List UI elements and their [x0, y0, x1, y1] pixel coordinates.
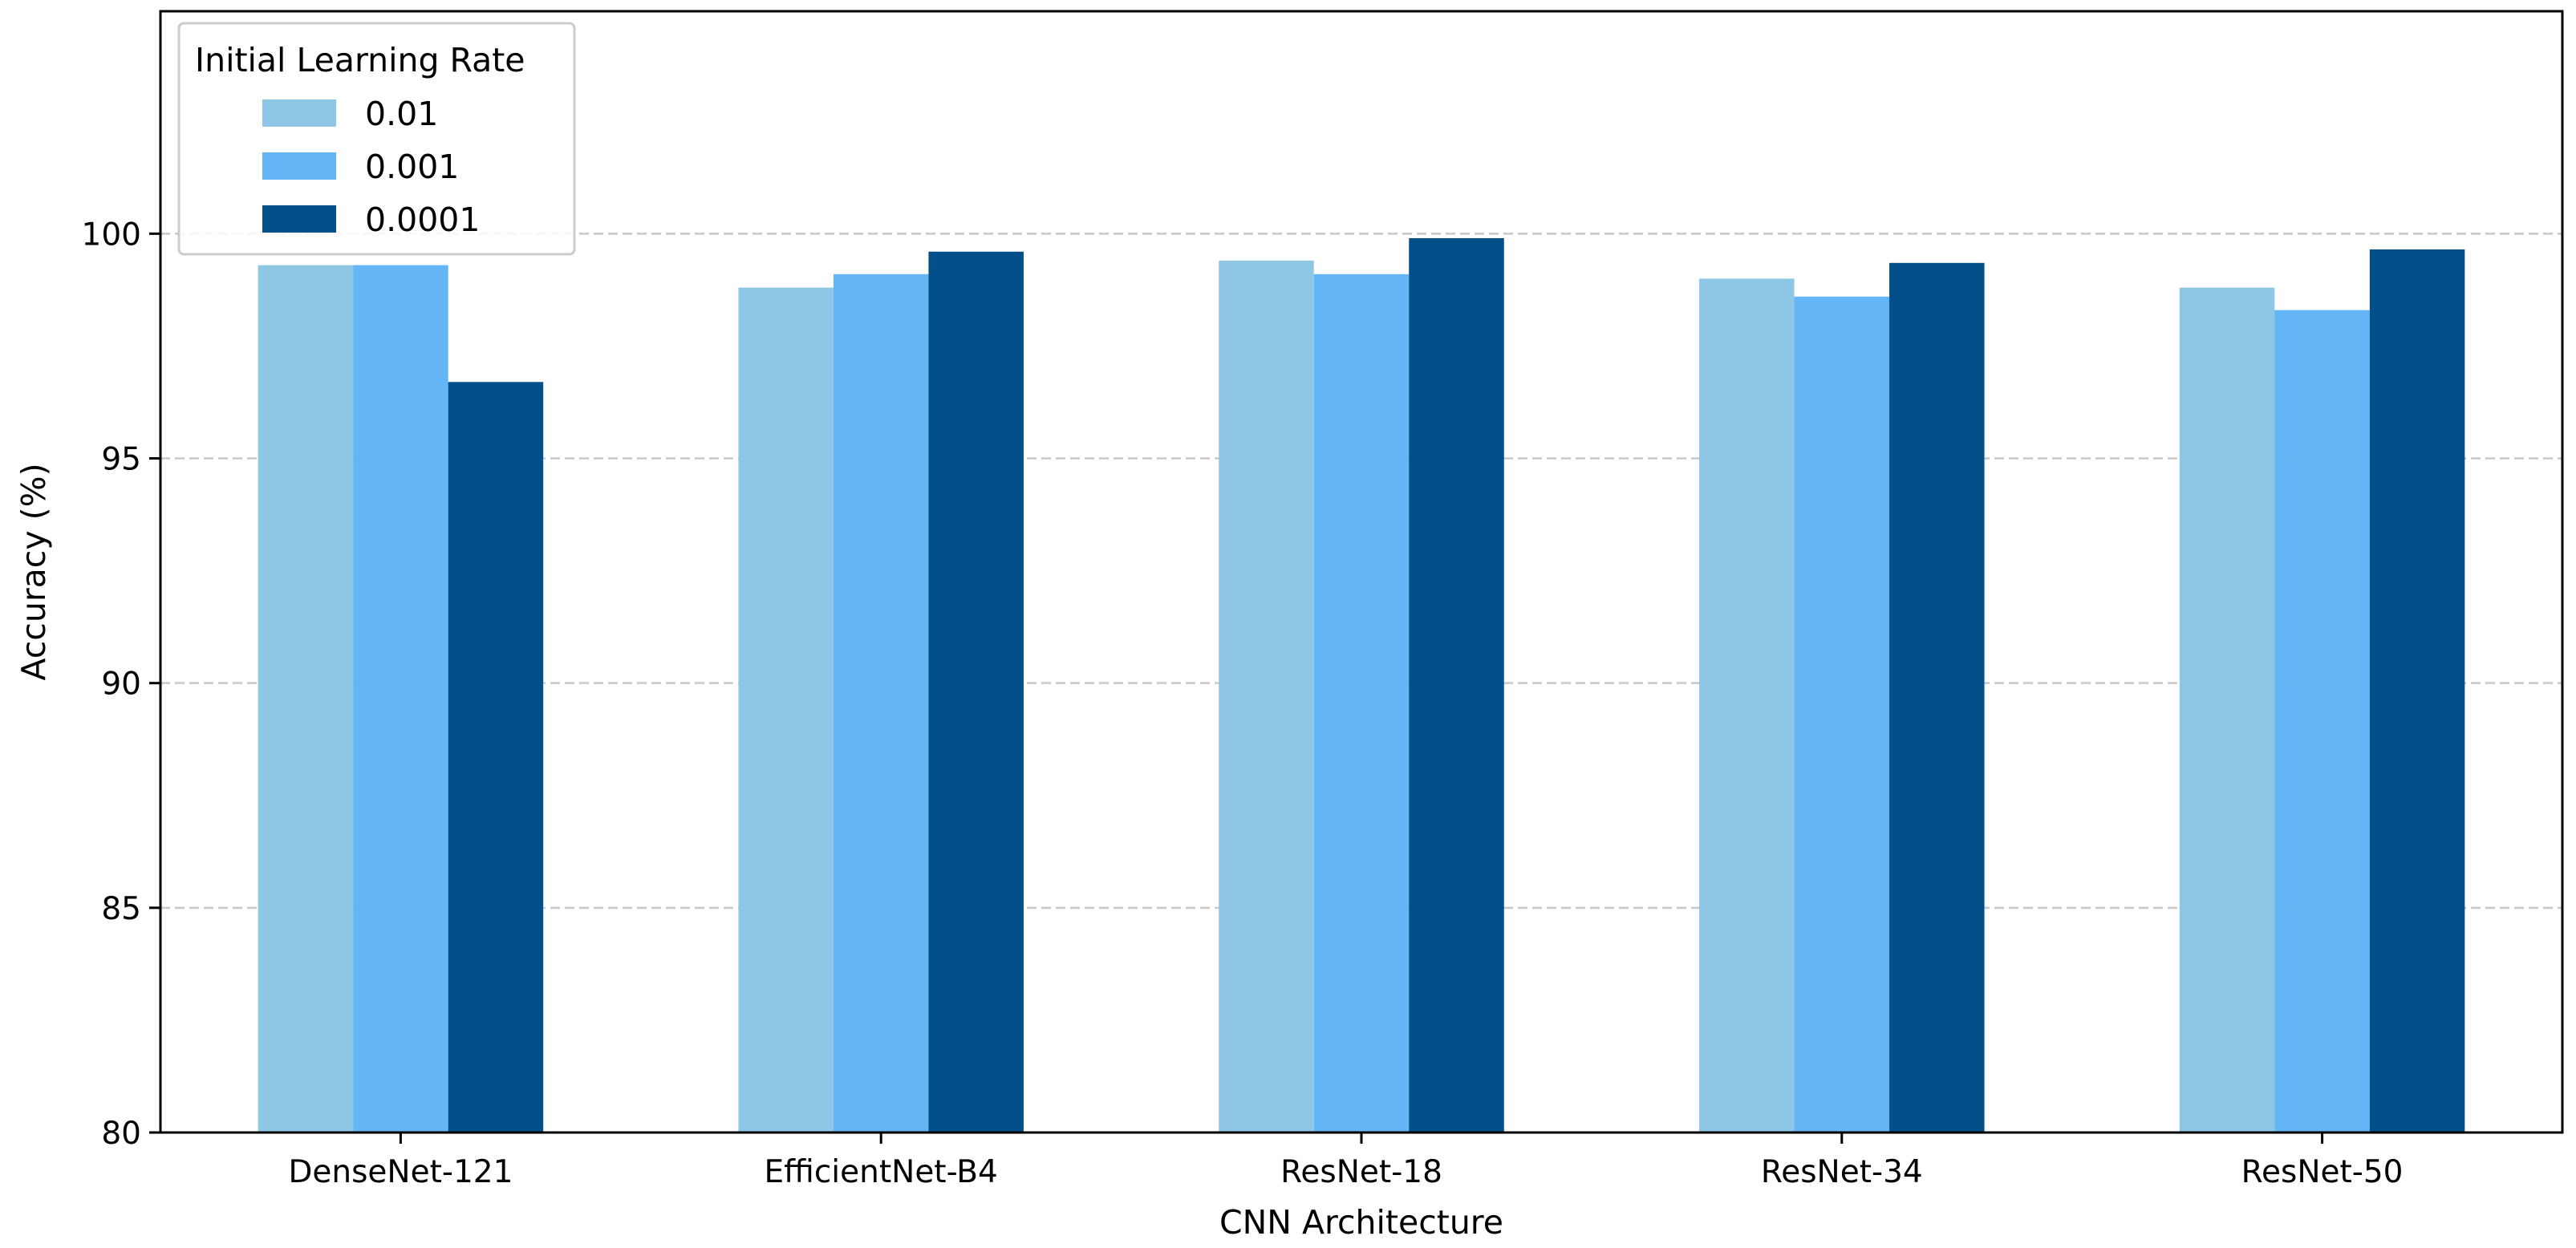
bar-resnet-18-0.001	[1313, 274, 1410, 1133]
legend-box	[177, 22, 576, 256]
legend: Initial Learning Rate 0.01 0.001 0.0001	[177, 22, 576, 256]
bar-efficientnet-b4-0.0001	[928, 251, 1024, 1133]
y-axis: 80 85 90 95 100	[82, 217, 160, 1152]
bar-densenet-121-0.001	[353, 265, 448, 1133]
legend-swatch-0.01	[262, 99, 336, 127]
legend-label-0.0001: 0.0001	[365, 201, 480, 239]
legend-swatch-0.001	[262, 152, 336, 180]
legend-title: Initial Learning Rate	[195, 41, 525, 79]
x-tick-label: ResNet-50	[2241, 1154, 2404, 1190]
x-axis-title: CNN Architecture	[1219, 1203, 1503, 1242]
y-tick-label: 85	[101, 891, 141, 927]
bar-resnet-18-0.0001	[1409, 237, 1504, 1133]
bar-densenet-121-0.01	[258, 265, 354, 1133]
bars	[258, 237, 2465, 1133]
bar-efficientnet-b4-0.01	[738, 287, 834, 1133]
y-tick-label: 80	[101, 1116, 141, 1152]
bar-resnet-50-0.001	[2274, 310, 2370, 1133]
bar-resnet-34-0.01	[1699, 278, 1795, 1133]
bar-resnet-18-0.01	[1219, 260, 1314, 1133]
bar-resnet-50-0.0001	[2369, 249, 2465, 1133]
legend-swatch-0.0001	[262, 205, 336, 233]
x-tick-label: ResNet-34	[1761, 1154, 1923, 1190]
y-tick-label: 95	[101, 442, 141, 478]
x-tick-label: ResNet-18	[1280, 1154, 1442, 1190]
x-tick-label: EfficientNet-B4	[765, 1154, 998, 1190]
legend-items: 0.01 0.001 0.0001	[262, 95, 480, 239]
x-axis: DenseNet-121 EfficientNet-B4 ResNet-18 ResN…	[288, 1133, 2404, 1190]
y-tick-label: 90	[101, 667, 141, 703]
legend-label-0.001: 0.001	[365, 148, 459, 186]
bar-resnet-50-0.01	[2179, 287, 2275, 1133]
y-axis-title: Accuracy (%)	[14, 463, 53, 680]
bar-efficientnet-b4-0.001	[833, 274, 929, 1133]
bar-resnet-34-0.0001	[1889, 262, 1985, 1133]
bar-densenet-121-0.0001	[448, 382, 544, 1133]
bar-resnet-34-0.001	[1794, 296, 1890, 1133]
legend-label-0.01: 0.01	[365, 95, 438, 133]
x-tick-label: DenseNet-121	[288, 1154, 513, 1190]
y-tick-label: 100	[82, 217, 141, 253]
